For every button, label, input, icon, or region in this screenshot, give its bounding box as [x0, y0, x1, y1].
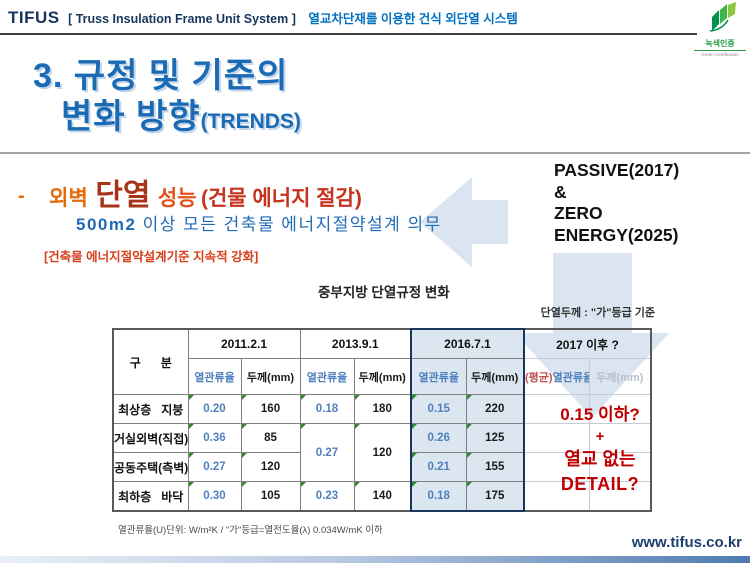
table-cell: 0.18 [299, 394, 355, 424]
table-cell: 0.15 [410, 394, 467, 424]
brand-name: TIFUS [8, 8, 60, 27]
table-cell: 140 [353, 481, 412, 512]
row-label: 최하층 바닥 [112, 481, 189, 512]
table-cell: 0.26 [410, 423, 467, 453]
table-cell: 220 [465, 394, 525, 424]
header: TIFUS [ Truss Insulation Frame Unit Syst… [8, 8, 518, 28]
trend-text: PASSIVE(2017) & ZERO ENERGY(2025) [554, 160, 680, 245]
mandate-text: 500m2 이상 모든 건축물 에너지절약설계 의무 [76, 215, 442, 234]
table-cell-merged: 0.27 [299, 423, 355, 482]
table-row: 최상층 지붕 0.20 160 0.18 180 0.15 220 [112, 394, 652, 424]
header-rule [0, 33, 697, 35]
table-cell-empty [588, 423, 652, 453]
table-cell-merged: 120 [353, 423, 412, 482]
leaf-icon [698, 2, 742, 36]
table-cell: 0.20 [187, 394, 242, 424]
table-cell: 0.27 [187, 452, 242, 482]
title-suffix: (TRENDS) [200, 110, 301, 133]
column-header-2017: 2017 이후 ? [523, 328, 652, 359]
table-cell: 125 [465, 423, 525, 453]
table-cell: 180 [353, 394, 412, 424]
subheader-t-2016: 두께(mm) [465, 358, 525, 395]
page-title: 3. 규정 및 기준의 변화 방향(TRENDS) [33, 56, 301, 142]
table-cell: 175 [465, 481, 525, 512]
table-cell: 105 [240, 481, 301, 512]
system-name-en: [ Truss Insulation Frame Unit System ] [68, 12, 296, 26]
green-cert-logo: 녹색인증 Green Certification [694, 2, 746, 57]
left-arrow-stem [471, 200, 508, 244]
title-line2: 변화 방향(TRENDS) [61, 98, 301, 136]
column-header-2013: 2013.9.1 [299, 328, 412, 359]
system-name-ko: 열교차단재를 이용한 건식 외단열 시스템 [308, 12, 518, 26]
table-row: 최하층 바닥 0.30 105 0.23 140 0.18 175 [112, 481, 652, 512]
table-row: 공동주택(측벽) 0.27 120 0.21 155 [112, 452, 652, 482]
table-cell: 160 [240, 394, 301, 424]
table-cell-empty [588, 481, 652, 512]
table-cell: 120 [240, 452, 301, 482]
table-cell: 0.36 [187, 423, 242, 453]
table-caption: 중부지방 단열규정 변화 [318, 285, 450, 300]
left-arrow-icon [420, 177, 472, 267]
subnote-text: [건축물 에너지절약설계기준 지속적 강화] [44, 250, 259, 264]
table-cell: 0.18 [410, 481, 467, 512]
column-header-2011: 2011.2.1 [187, 328, 301, 359]
cert-label-ko: 녹색인증 [705, 39, 735, 48]
subheader-u-2017: (평균)열관류율 [523, 358, 590, 395]
subheader-u-2013: 열관류율 [299, 358, 355, 395]
table-cell: 85 [240, 423, 301, 453]
down-arrow-stem [553, 253, 632, 334]
table-cell: 0.30 [187, 481, 242, 512]
bullet-dash: - [18, 185, 25, 207]
table-cell: 155 [465, 452, 525, 482]
subheader-u-2016: 열관류율 [410, 358, 467, 395]
table-cell: 0.21 [410, 452, 467, 482]
title-line1: 3. 규정 및 기준의 [33, 57, 289, 95]
subheader-u-2011: 열관류율 [187, 358, 242, 395]
regulation-table: 구 분 2011.2.1 2013.9.1 2016.7.1 2017 이후 ?… [112, 328, 652, 512]
table-footnote: 열관류율(U)단위: W/m²K / "가"등급=열전도율(λ) 0.034W/… [118, 525, 383, 536]
column-header-category: 구 분 [112, 328, 189, 395]
row-label: 거실외벽(직접) [112, 423, 189, 453]
overlay-question-text: 0.15 이하? + 열교 없는 DETAIL? [560, 405, 640, 494]
table-row: 거실외벽(직접) 0.36 85 0.27 120 0.26 125 [112, 423, 652, 482]
table-cell: 0.23 [299, 481, 355, 512]
site-url: www.tifus.co.kr [631, 534, 742, 551]
column-header-2016: 2016.7.1 [410, 328, 525, 359]
bottom-bar [0, 556, 750, 563]
subheader-t-2017: 두께(mm) [588, 358, 652, 395]
subheader-t-2013: 두께(mm) [353, 358, 412, 395]
table-note: 단열두께 : "가"등급 기준 [540, 307, 655, 319]
row-label: 최상층 지붕 [112, 394, 189, 424]
table-cell-empty [588, 452, 652, 482]
table-cell-empty [523, 423, 590, 453]
row-label: 공동주택(측벽) [112, 452, 189, 482]
key-point-heading: - 외벽 단열 성능 (건물 에너지 절감) [18, 179, 362, 212]
divider-line [0, 152, 750, 154]
table-cell-empty [523, 452, 590, 482]
cert-label-en: Green Certification [694, 50, 746, 57]
subheader-t-2011: 두께(mm) [240, 358, 301, 395]
